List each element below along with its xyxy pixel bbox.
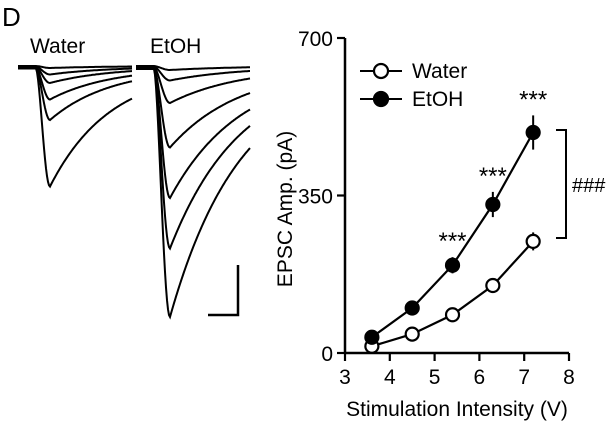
etoh-traces [136, 65, 251, 320]
x-tick-label: 3 [339, 366, 351, 389]
etoh-trace [136, 67, 251, 200]
etoh-trace [136, 65, 250, 82]
data-point-etoh [364, 329, 380, 345]
y-tick-label: 700 [298, 28, 333, 51]
etoh-trace [136, 65, 250, 71]
water-trace [18, 66, 133, 101]
etoh-trace [136, 66, 251, 105]
epsc-chart: 3 4 5 6 7 8 0 350 700 Stimulation Intensity (V)… [274, 28, 606, 421]
group-bracket [556, 129, 567, 239]
water-trace [18, 65, 132, 69]
data-point-water [444, 307, 461, 323]
water-traces [18, 65, 133, 189]
series-layer [364, 115, 541, 354]
x-tick-label: 7 [518, 366, 530, 389]
x-tick-label: 6 [474, 366, 486, 389]
x-tick-label: 5 [429, 366, 441, 389]
etoh-trace [136, 66, 251, 149]
water-trace [18, 67, 133, 122]
data-point-water [404, 326, 420, 342]
water-trace [18, 66, 132, 85]
data-point-etoh [404, 300, 420, 316]
legend-etoh-label: EtOH [412, 88, 463, 111]
significance-stars: *** [439, 228, 467, 255]
y-ticks: 0 350 700 [298, 28, 345, 366]
y-axis-label: EPSC Amp. (pA) [274, 131, 297, 287]
etoh-trace [136, 68, 251, 320]
x-ticks: 3 4 5 6 7 8 [339, 353, 575, 389]
scale-bar [208, 265, 240, 317]
significance-stars: *** [479, 163, 507, 190]
legend-water-label: Water [412, 60, 467, 83]
legend-water-marker [372, 62, 390, 80]
significance-layer: *** *** *** [439, 86, 548, 255]
water-trace [18, 65, 133, 76]
y-tick-label: 0 [321, 343, 333, 366]
etoh-trace-label: EtOH [150, 35, 201, 58]
traces-panel: Water EtOH [18, 35, 251, 320]
data-point-etoh [485, 196, 501, 213]
data-point-etoh [444, 257, 461, 273]
etoh-trace [136, 67, 251, 251]
group-significance: ### [556, 129, 606, 239]
data-point-etoh [525, 124, 541, 141]
water-trace [18, 67, 133, 189]
data-point-water [525, 233, 541, 249]
legend-etoh-marker [372, 90, 390, 108]
x-tick-label: 8 [563, 366, 575, 389]
significance-stars: *** [519, 86, 547, 113]
y-tick-label: 350 [298, 186, 333, 209]
panel-letter: D [2, 2, 21, 32]
x-tick-label: 4 [384, 366, 396, 389]
legend: Water EtOH [360, 60, 467, 111]
water-trace-label: Water [30, 35, 85, 58]
x-axis-label: Stimulation Intensity (V) [346, 398, 568, 421]
group-significance-label: ### [572, 175, 606, 197]
data-point-water [485, 277, 501, 294]
series-line-water [371, 240, 534, 348]
